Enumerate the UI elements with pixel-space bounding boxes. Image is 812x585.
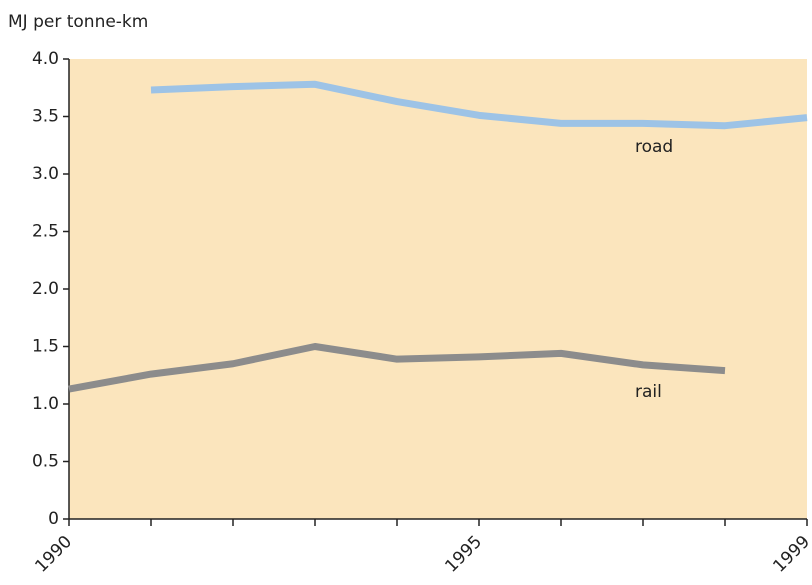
y-tick-label: 3.0 xyxy=(32,164,59,184)
plot-area xyxy=(69,59,807,519)
series-label: road xyxy=(635,137,673,157)
y-tick-label: 2.0 xyxy=(32,279,59,299)
y-tick-label: 2.5 xyxy=(32,222,59,242)
series-label: rail xyxy=(635,382,662,402)
x-tick-label: 1999 xyxy=(769,532,812,577)
x-tick-label: 1990 xyxy=(31,532,76,577)
y-tick-label: 4.0 xyxy=(32,49,59,69)
y-tick-label: 1.5 xyxy=(32,337,59,357)
line xyxy=(150,80,808,130)
line xyxy=(68,343,726,393)
y-axis-label: MJ per tonne-km xyxy=(8,12,148,32)
x-tick-label: 1995 xyxy=(441,532,486,577)
y-tick-label: 1.0 xyxy=(32,394,59,414)
y-tick-label: 0 xyxy=(48,509,59,529)
y-tick-label: 0.5 xyxy=(32,452,59,472)
y-tick-label: 3.5 xyxy=(32,107,59,127)
